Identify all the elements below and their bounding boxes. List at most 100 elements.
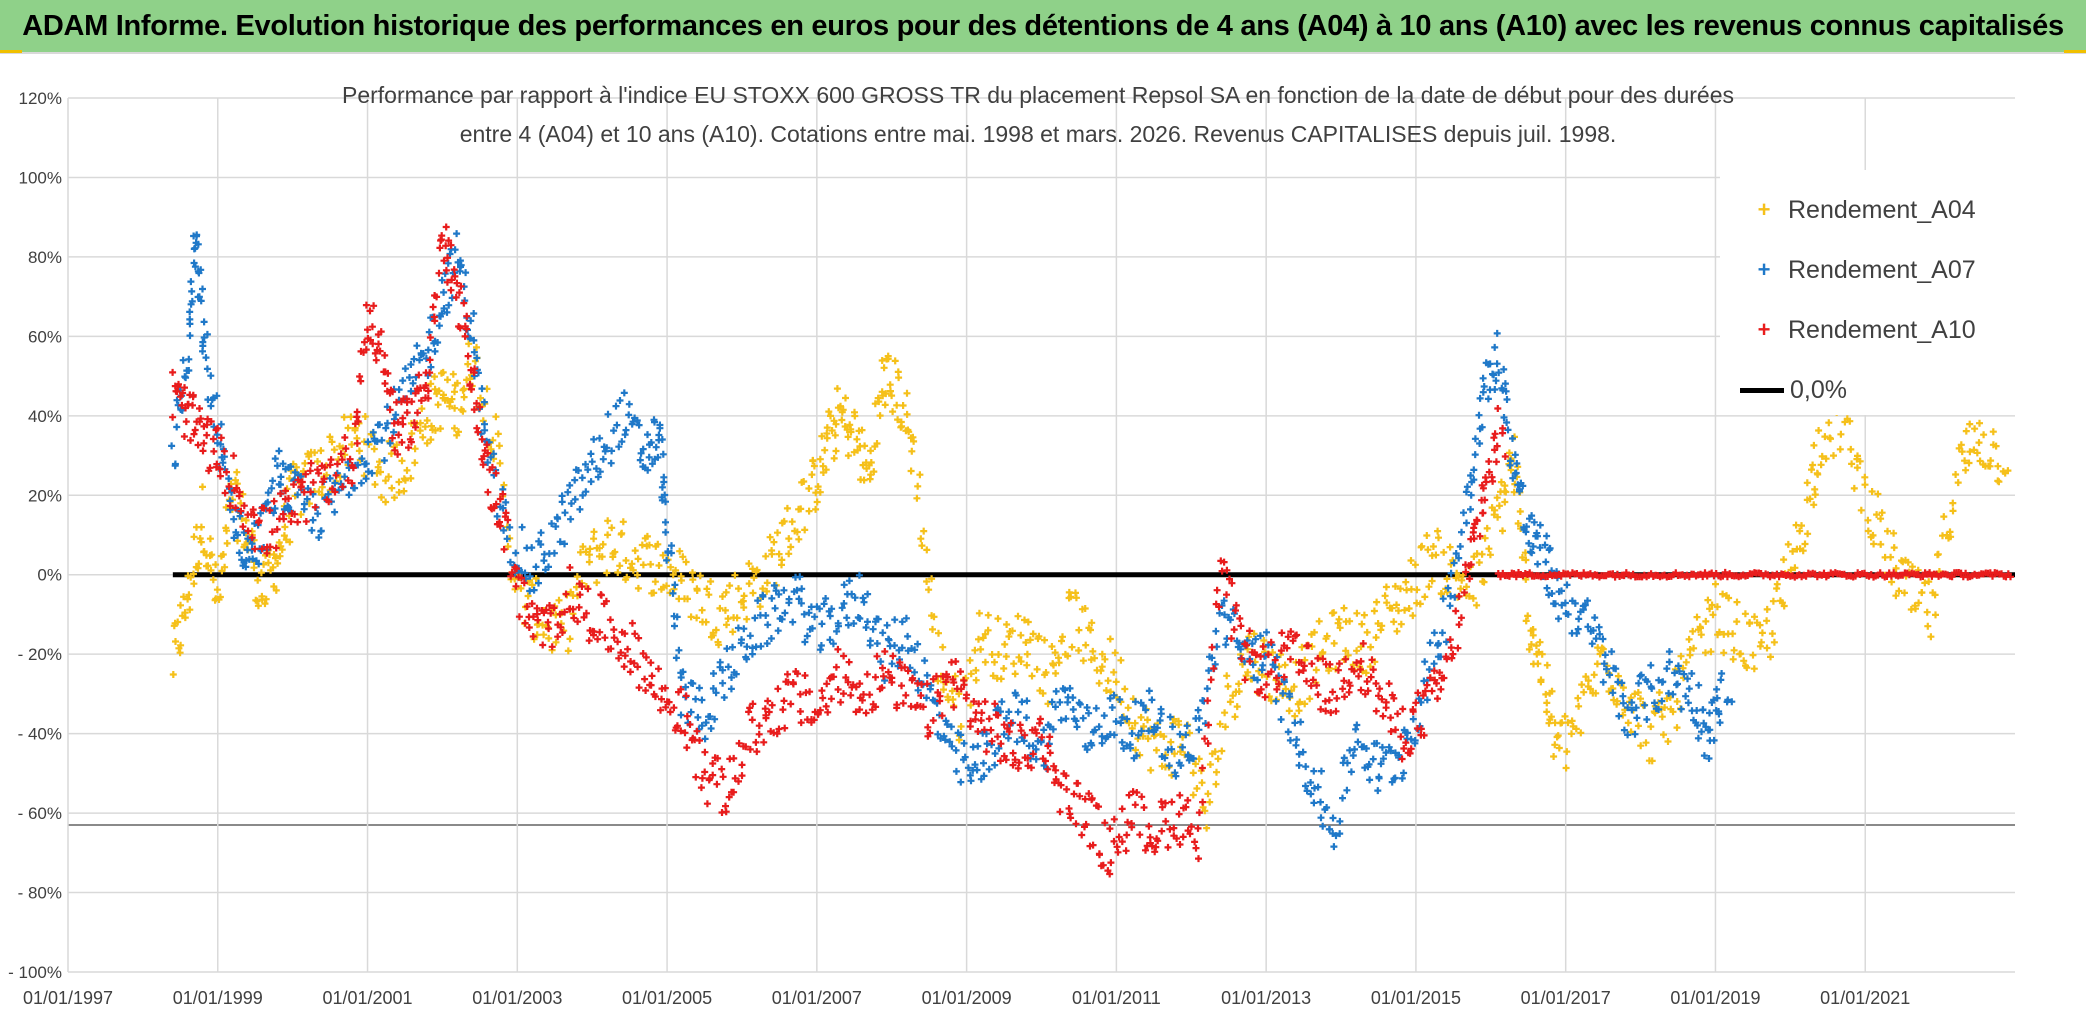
data-point [1369, 666, 1377, 674]
data-point [368, 323, 376, 331]
data-point [176, 649, 184, 657]
data-point [1661, 704, 1669, 711]
data-point [207, 418, 215, 425]
data-point [1055, 659, 1063, 667]
data-point [778, 615, 786, 623]
data-point [644, 466, 652, 474]
data-point [1138, 727, 1145, 735]
data-point [772, 587, 780, 595]
data-point [980, 759, 987, 767]
data-point [1965, 459, 1973, 467]
data-point [416, 427, 424, 435]
data-point [828, 605, 836, 613]
data-point [746, 745, 754, 753]
data-point [1495, 369, 1503, 377]
data-point [230, 515, 238, 523]
data-point [1387, 728, 1395, 735]
data-point [668, 542, 675, 550]
data-point [1232, 601, 1240, 609]
data-point [1088, 741, 1096, 749]
data-point [631, 630, 639, 638]
data-point [960, 677, 968, 684]
data-point [783, 504, 791, 512]
data-point [854, 446, 862, 454]
data-point [1340, 604, 1348, 612]
data-point [455, 428, 462, 436]
data-point [478, 385, 486, 393]
data-point [587, 450, 595, 458]
data-point [1717, 676, 1725, 684]
data-point [1367, 643, 1375, 651]
data-point [1057, 781, 1065, 789]
data-point [1850, 484, 1858, 492]
data-point [1709, 611, 1717, 619]
data-point [262, 595, 270, 603]
data-point [1378, 622, 1386, 630]
data-point [434, 339, 442, 346]
data-point [1628, 706, 1636, 714]
data-point [1542, 558, 1550, 566]
data-point [1303, 677, 1310, 685]
data-point [1113, 843, 1121, 851]
data-point [886, 381, 894, 389]
data-point [1543, 584, 1551, 592]
data-point [1024, 754, 1032, 762]
data-point [1211, 660, 1219, 668]
data-point [763, 587, 771, 595]
data-point [1250, 674, 1258, 682]
data-point [834, 686, 842, 693]
data-point [620, 389, 628, 397]
data-point [216, 472, 224, 480]
data-point [1147, 766, 1155, 774]
data-point [1663, 665, 1671, 673]
data-point [784, 670, 791, 678]
data-point [1462, 568, 1470, 576]
data-point [1624, 704, 1632, 712]
data-point [1036, 715, 1044, 723]
data-point [696, 572, 704, 580]
data-point [963, 691, 971, 699]
data-point [470, 336, 478, 344]
data-point [1145, 687, 1153, 695]
data-point [287, 518, 295, 526]
data-point [1632, 704, 1640, 712]
data-point [1374, 620, 1382, 627]
data-point [418, 405, 426, 413]
data-point [1164, 843, 1172, 851]
data-point [1810, 441, 1818, 449]
data-point [1295, 707, 1303, 715]
data-point [604, 410, 612, 418]
data-point [985, 715, 993, 723]
data-point [642, 653, 650, 661]
data-point [371, 481, 379, 488]
data-point [1401, 606, 1409, 614]
data-point [867, 459, 875, 466]
data-point [1699, 706, 1707, 714]
data-point [1255, 689, 1263, 697]
data-point [500, 545, 508, 553]
data-point [191, 426, 199, 434]
data-point [1563, 748, 1571, 756]
data-point [1958, 448, 1966, 456]
data-point [1575, 702, 1583, 710]
data-point [960, 739, 968, 747]
data-point [989, 672, 997, 680]
data-point [567, 500, 575, 507]
data-point [410, 419, 418, 427]
data-point [1299, 748, 1307, 756]
data-point [1089, 647, 1097, 655]
data-point [1220, 597, 1228, 605]
data-point [274, 559, 282, 567]
data-point [1467, 561, 1475, 569]
data-point [1226, 616, 1234, 624]
data-point [1280, 673, 1288, 681]
data-point [1966, 448, 1974, 456]
data-point [1606, 671, 1614, 679]
data-point [1555, 615, 1562, 623]
data-point [1480, 578, 1488, 586]
data-point [1725, 594, 1733, 602]
data-point [1230, 626, 1238, 634]
data-point [406, 374, 413, 381]
data-point [1076, 792, 1084, 800]
data-point [1577, 729, 1585, 737]
